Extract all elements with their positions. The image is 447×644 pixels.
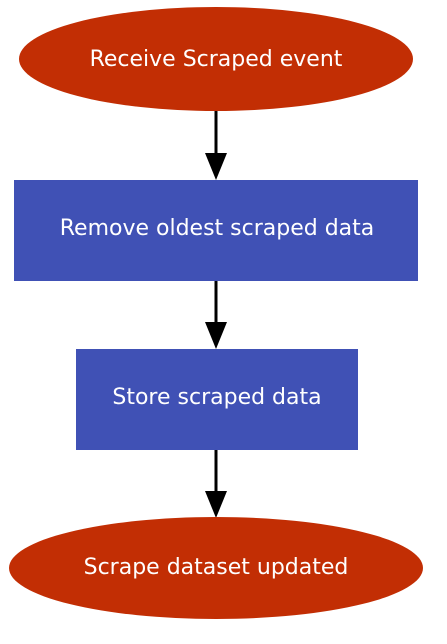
edge-start-to-remove xyxy=(205,111,227,180)
process-box-store xyxy=(76,349,358,450)
terminal-ellipse-start xyxy=(19,7,413,111)
node-label-store: Store scraped data xyxy=(112,385,321,410)
edge-store-to-end xyxy=(205,450,227,518)
node-receive-scraped-event: Receive Scraped event xyxy=(19,7,413,111)
node-label-end: Scrape dataset updated xyxy=(84,555,349,580)
edge-remove-to-store xyxy=(205,281,227,349)
node-label-start: Receive Scraped event xyxy=(90,47,343,72)
node-label-remove: Remove oldest scraped data xyxy=(60,216,375,241)
terminal-ellipse-end xyxy=(9,517,423,619)
node-scrape-dataset-updated: Scrape dataset updated xyxy=(9,517,423,619)
process-box-remove xyxy=(14,180,418,281)
arrowhead xyxy=(205,153,227,180)
arrowhead xyxy=(205,322,227,349)
arrowhead xyxy=(205,491,227,518)
node-remove-oldest-scraped-data: Remove oldest scraped data xyxy=(14,180,418,281)
node-store-scraped-data: Store scraped data xyxy=(76,349,358,450)
